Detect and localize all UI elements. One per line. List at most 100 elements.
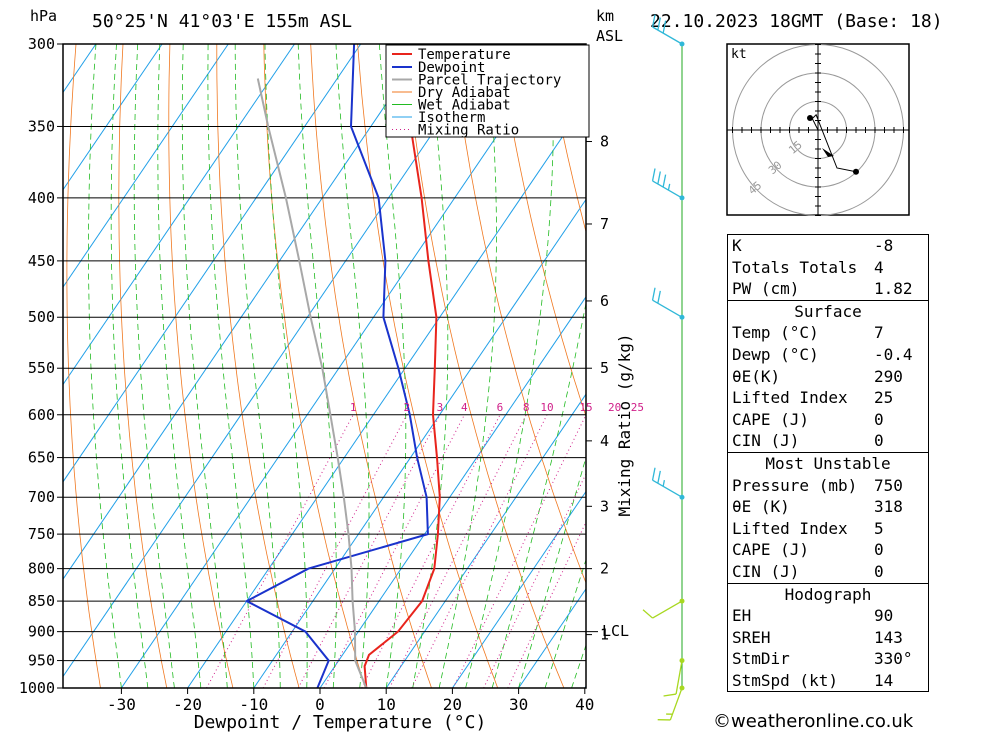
- eh-row: EH 90: [732, 606, 894, 626]
- isotherm-line: [63, 44, 295, 386]
- hodograph-ring-label: 15: [786, 138, 805, 156]
- wet-adiabat-line: [110, 44, 149, 688]
- dry-adiabat-line: [545, 44, 586, 234]
- surface-temp-row: Temp (°C) 7: [732, 323, 884, 343]
- mixing-ratio-line: [389, 414, 527, 688]
- wind-barb-flag: [657, 17, 661, 31]
- mu-cape-row: CAPE (J) 0: [732, 540, 884, 560]
- surface-dewp-row: Dewp (°C) -0.4: [732, 344, 913, 364]
- wind-barb-flag: [657, 470, 661, 484]
- isotherm-line: [63, 44, 362, 483]
- hodograph-ring-label: 30: [766, 159, 785, 177]
- temperature-tick-label: 0: [315, 695, 325, 714]
- isotherm-line: [63, 44, 494, 678]
- legend-wet-adiabat: Wet Adiabat: [418, 98, 511, 114]
- wind-barb: [651, 168, 685, 201]
- dewpoint-profile: [244, 44, 429, 688]
- wind-barb-halfflag: [667, 183, 671, 191]
- wet-adiabat-line: [88, 44, 122, 688]
- pressure-tick-label: 800: [28, 560, 55, 578]
- mixing-ratio-label: 20: [608, 401, 621, 414]
- pressure-unit-label: hPa: [30, 7, 57, 25]
- mu-pressure-row: Pressure (mb) 750: [732, 475, 903, 495]
- pressure-tick-label: 600: [28, 406, 55, 424]
- legend: Temperature Dewpoint Parcel Trajectory D…: [385, 44, 590, 139]
- mixing-ratio-line: [297, 414, 441, 688]
- wind-barb-flag: [663, 693, 677, 697]
- isotherm-line: [63, 44, 163, 191]
- legend-dewpoint: Dewpoint: [418, 60, 485, 76]
- mixing-ratio-line: [507, 521, 586, 688]
- copyright-link[interactable]: ©weatheronline.co.uk: [713, 711, 914, 732]
- km-tick-label: 2: [600, 560, 609, 578]
- totals-totals-row: Totals Totals 4: [732, 257, 884, 277]
- mixing-ratio-label: 6: [497, 401, 504, 414]
- pressure-tick-label: 1000: [19, 679, 55, 697]
- temperature-tick-label: 20: [443, 695, 462, 714]
- plot-frame: [62, 43, 587, 689]
- mixing-ratio-label: 8: [523, 401, 530, 414]
- pressure-tick-label: 500: [28, 308, 55, 326]
- wet-adiabat-line: [465, 44, 554, 688]
- mixing-ratio-axis-title: Mixing Ratio (g/kg): [615, 333, 634, 516]
- wind-barb-flag: [642, 609, 653, 619]
- most-unstable-title: Most Unstable: [765, 453, 891, 473]
- isotherm-line: [120, 44, 560, 688]
- wind-barb: [651, 467, 685, 500]
- mixing-ratio-label: 1: [350, 401, 357, 414]
- legend-dry-adiabat: Dry Adiabat: [418, 85, 511, 101]
- dry-adiabat-line: [118, 44, 168, 688]
- wind-barb-shaft: [652, 479, 683, 498]
- lcl-label: LCL: [602, 622, 629, 640]
- km-tick-label: 6: [600, 292, 609, 310]
- location-title: 50°25'N 41°03'E 155m ASL: [92, 11, 352, 32]
- mu-theta-row: θE (K) 318: [732, 497, 903, 517]
- pressure-tick-label: 300: [28, 35, 55, 53]
- pressure-tick-label: 350: [28, 117, 55, 135]
- datetime-title: 22.10.2023 18GMT (Base: 18): [650, 11, 943, 32]
- mu-lifted-index-row: Lifted Index 5: [732, 518, 884, 538]
- wind-barb-shaft: [652, 180, 683, 199]
- isotherm-line: [319, 295, 586, 688]
- temperature-tick-label: -10: [239, 695, 268, 714]
- km-unit-label: km: [596, 7, 614, 25]
- mixing-ratio-line: [262, 414, 408, 688]
- temperature-tick-label: -20: [173, 695, 202, 714]
- hodograph-origin-dot: [807, 115, 813, 121]
- wind-barb: [663, 658, 685, 697]
- km-tick-label: 3: [600, 497, 609, 515]
- legend-isotherm: Isotherm: [418, 110, 485, 126]
- legend-mixing-ratio: Mixing Ratio: [418, 123, 519, 139]
- hodograph-trace: [811, 113, 857, 173]
- wind-barb: [651, 14, 685, 47]
- dry-adiabat-line: [921, 44, 1000, 688]
- wind-barb-shaft: [652, 600, 683, 619]
- mixing-ratio-label: 2: [403, 401, 410, 414]
- wet-adiabat-line: [412, 44, 449, 688]
- wet-adiabat-line: [157, 44, 202, 688]
- wet-adiabat-line: [207, 44, 255, 688]
- pressure-tick-label: 450: [28, 252, 55, 270]
- mixing-ratio-label: 4: [461, 401, 468, 414]
- wind-barb-flag: [657, 171, 661, 185]
- mixing-ratio-label: 10: [540, 401, 553, 414]
- k-index-row: K -8: [732, 236, 894, 255]
- dry-adiabat-line: [168, 44, 234, 688]
- km-tick-label: 1: [600, 626, 609, 644]
- pressure-tick-label: 850: [28, 592, 55, 610]
- dry-adiabat-line: [404, 44, 565, 688]
- temperature-tick-label: 30: [509, 695, 528, 714]
- precipitable-water-row: PW (cm) 1.82: [732, 279, 913, 299]
- indices-panel: K -8 Totals Totals 4 PW (cm) 1.82 Surface T…: [727, 234, 929, 693]
- pressure-tick-label: 550: [28, 359, 55, 377]
- wind-barb: [657, 685, 685, 721]
- surface-lifted-index-row: Lifted Index 25: [732, 388, 894, 408]
- isotherm-line: [451, 490, 586, 688]
- wind-barbs: [642, 14, 685, 721]
- isotherm-line: [63, 44, 229, 289]
- wind-barb-flag: [651, 168, 656, 182]
- hodograph-stats-title: Hodograph: [784, 584, 872, 604]
- asl-unit-label: ASL: [596, 27, 623, 45]
